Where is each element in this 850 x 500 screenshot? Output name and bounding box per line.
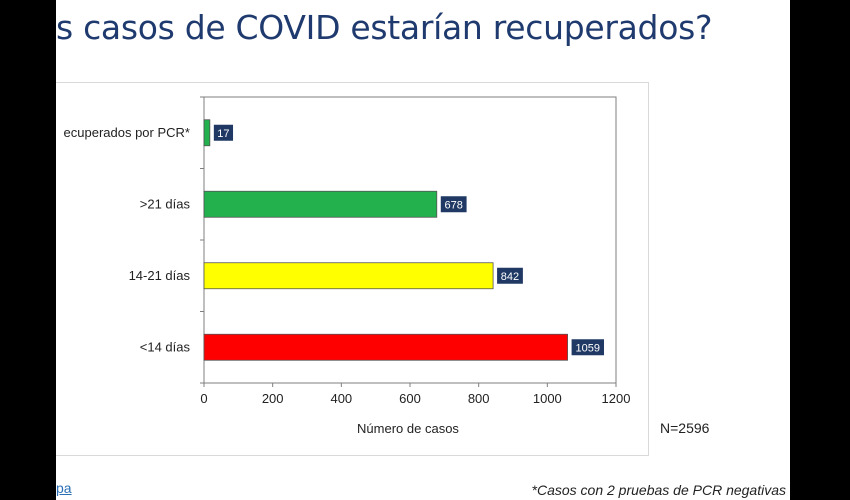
bar (203, 119, 211, 147)
category-label: 14-21 días (129, 268, 191, 283)
x-tick-label: 200 (262, 391, 284, 406)
x-tick-label: 1000 (533, 391, 562, 406)
bar (203, 190, 438, 218)
footnote: *Casos con 2 pruebas de PCR negativas (531, 482, 786, 498)
x-tick-label: 600 (399, 391, 421, 406)
footer-link[interactable]: pa (56, 480, 72, 496)
data-label: 1059 (576, 342, 600, 354)
data-label-box (497, 267, 523, 284)
x-tick-label: 800 (468, 391, 490, 406)
category-label: >21 días (140, 196, 191, 211)
x-axis-title: Número de casos (357, 421, 459, 436)
data-label: 17 (217, 128, 229, 140)
data-label-box (440, 196, 467, 213)
data-label: 678 (445, 199, 463, 211)
x-tick-label: 1200 (602, 391, 631, 406)
x-tick-label: 400 (330, 391, 352, 406)
sample-size-note: N=2596 (660, 420, 710, 436)
bar-chart: 0 200 400 600 800 1000 1200 ecuperados por PCR*… (64, 96, 710, 436)
category-label: ecuperados por PCR* (64, 125, 190, 140)
category-label: <14 días (140, 339, 191, 354)
data-label-box (571, 339, 604, 356)
bar (203, 333, 568, 361)
slide-title: s casos de COVID estarían recuperados? (56, 8, 713, 47)
x-tick-label: 0 (200, 391, 207, 406)
slide: s casos de COVID estarían recuperados? 0… (56, 0, 790, 500)
data-label: 842 (501, 271, 519, 283)
data-label-box (213, 124, 234, 141)
bar (203, 262, 494, 290)
